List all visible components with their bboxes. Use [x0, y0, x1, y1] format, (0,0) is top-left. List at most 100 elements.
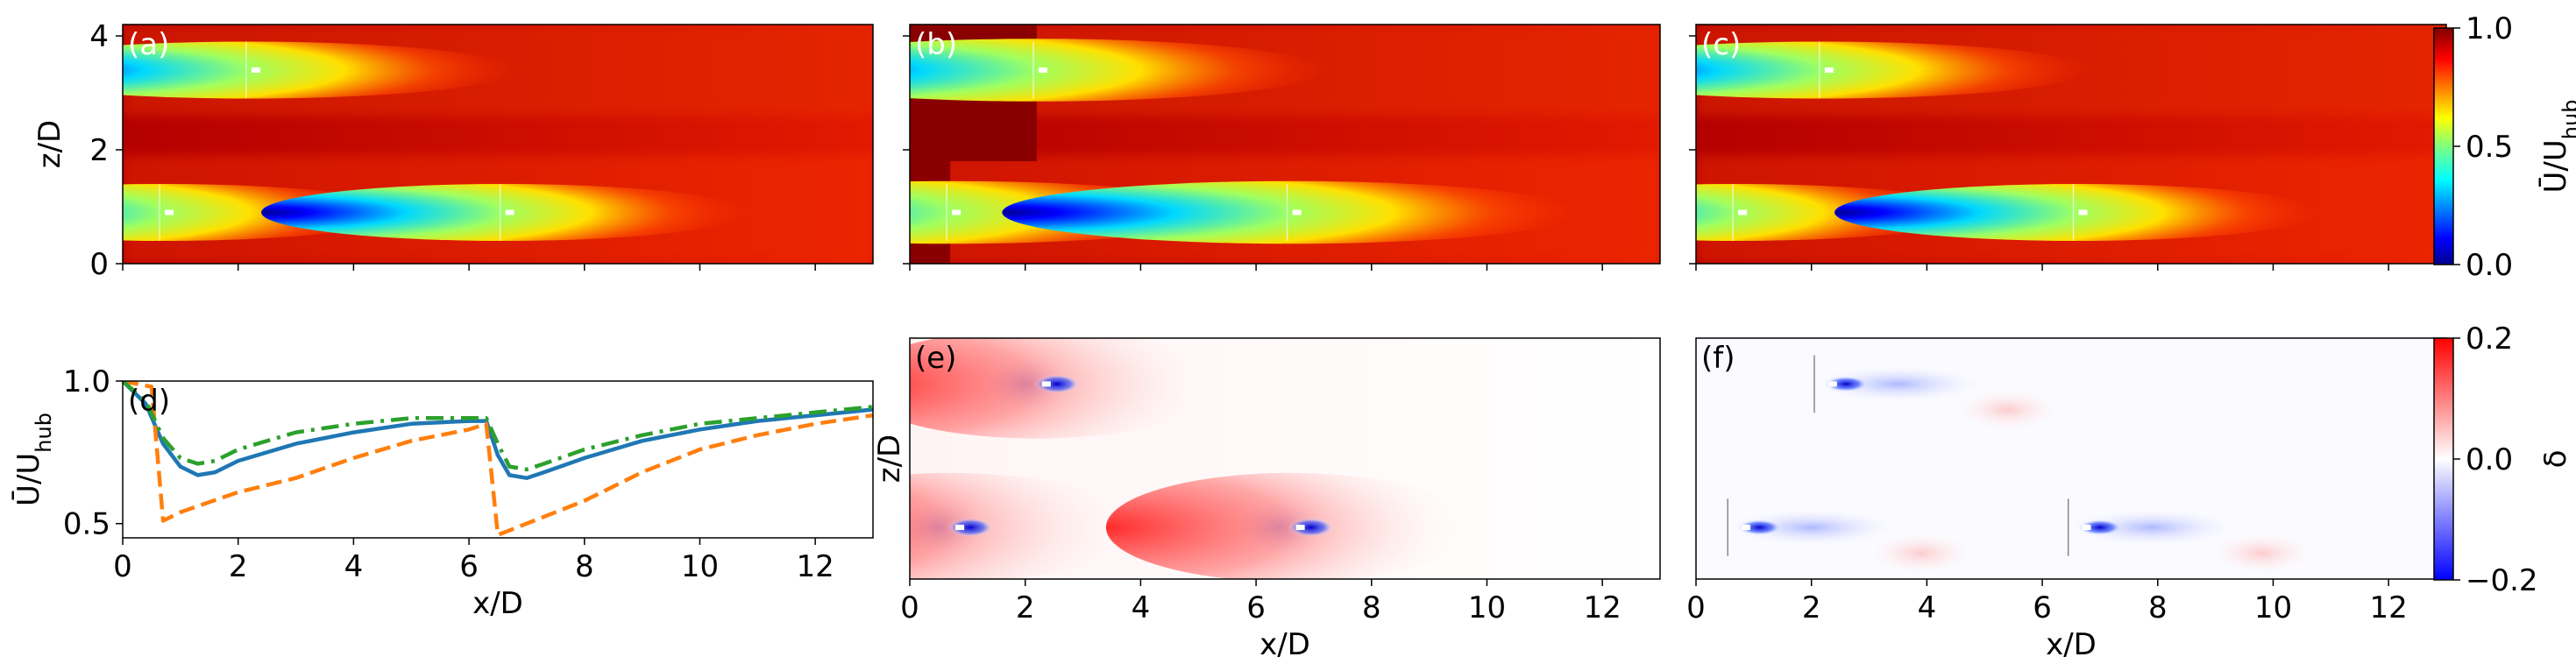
x-tick-label-10: 10	[1468, 590, 1506, 625]
axis-xlabel-d: x/D	[472, 586, 523, 621]
nacelle-0	[1827, 381, 1837, 387]
wake-0	[910, 39, 1325, 102]
series-line-2	[123, 381, 873, 472]
panel-label-f: (f)	[1701, 341, 1735, 376]
panel-a: (a) 4 2 0 z/D	[32, 19, 874, 282]
colorbar-tick-label-0: 0.2	[2466, 321, 2513, 357]
colorbar-tick-label-0: 1.0	[2466, 11, 2513, 46]
nacelle-2	[1295, 525, 1305, 531]
colorbar-label-sub: hub	[2558, 100, 2576, 140]
wake-2	[1002, 180, 1579, 244]
wake-core-0	[1033, 374, 1081, 394]
ylabel-sub: hub	[32, 413, 56, 453]
x-tick-label-12: 12	[797, 549, 834, 584]
wake-core-1	[1737, 519, 1782, 536]
x-tick-label-4: 4	[344, 549, 364, 584]
x-tick-label-2: 2	[1802, 590, 1821, 625]
field-a	[123, 25, 873, 264]
colorbar-delta: 0.2 0.0 −0.2 δ	[2433, 321, 2573, 598]
x-tick-label-10: 10	[681, 549, 719, 584]
nacelle-2	[1292, 209, 1302, 215]
panel-c: (c)	[1689, 24, 2447, 271]
panel-e: (e) 0 2 4 6 8 10 12 z/D x/D	[872, 337, 1661, 662]
panel-label-a: (a)	[128, 27, 169, 62]
field-f	[1696, 338, 2446, 579]
axis-ylabel-a: z/D	[32, 120, 67, 168]
z-tick-label-4: 4	[89, 19, 109, 54]
nacelle-1	[165, 209, 174, 215]
colorbar-tick-label-2: 0.0	[2466, 248, 2513, 283]
wake-deficit-0	[1806, 364, 1991, 405]
nacelle-2	[2078, 209, 2088, 215]
colorbar-tick-label-1: 0.0	[2466, 442, 2513, 477]
wake-deficit-2	[2059, 507, 2245, 547]
colorbar-gradient	[2433, 337, 2454, 581]
x-tick-label-2: 2	[229, 549, 248, 584]
axis-ylabel-d: Ū/Uhub	[11, 413, 56, 506]
nacelle-1	[952, 209, 962, 215]
colorbar-tick-label-1: 0.5	[2466, 130, 2513, 165]
z-tick-label-0: 0	[89, 247, 109, 282]
wake-0	[123, 41, 515, 99]
panel-frame	[122, 24, 874, 265]
wake-excess-0	[1949, 386, 2066, 434]
x-tick-label-4: 4	[1132, 590, 1151, 625]
x-tick-label-10: 10	[2254, 590, 2292, 625]
axis-xlabel-e: x/D	[1260, 627, 1310, 662]
wake-2	[261, 184, 747, 241]
x-tick-label-12: 12	[2370, 590, 2408, 625]
nacelle-0	[1038, 67, 1047, 73]
z-tick-label-2: 2	[89, 133, 109, 168]
series-line-1	[123, 381, 873, 537]
wake-2	[1834, 184, 2320, 241]
field-e	[910, 338, 1660, 579]
wake-excess-1	[910, 472, 1135, 579]
panel-label-d: (d)	[128, 384, 170, 419]
nacelle-0	[1824, 67, 1834, 73]
panel-label-e: (e)	[915, 341, 956, 376]
panel-d: 0 2 4 6 8 10 12 1.0 0.5 (d) x/D Ū/Uhub	[11, 364, 874, 621]
x-tick-label-8: 8	[2148, 590, 2168, 625]
series-line-0	[123, 381, 873, 480]
nacelle-2	[505, 209, 514, 215]
wake-core-1	[947, 517, 994, 538]
field-c	[1696, 25, 2446, 264]
x-tick-label-6: 6	[459, 549, 479, 584]
wake-deficit-1	[1719, 507, 1905, 547]
colorbar-gradient	[2433, 27, 2454, 265]
wake-0	[1696, 41, 2089, 99]
x-tick-label-6: 6	[2033, 590, 2052, 625]
wake-core-2	[1288, 517, 1334, 538]
axis-ylabel-e: z/D	[872, 434, 907, 483]
x-tick-label-12: 12	[1584, 590, 1622, 625]
colorbar-label-delta: δ	[2538, 450, 2573, 469]
panel-label-b: (b)	[915, 27, 957, 62]
y-tick-label-1.0: 1.0	[63, 364, 110, 399]
nacelle-0	[251, 67, 260, 73]
panel-label-c: (c)	[1701, 27, 1741, 62]
nacelle-1	[955, 525, 965, 531]
nacelle-1	[1738, 209, 1748, 215]
panel-b: (b)	[903, 24, 1661, 271]
panel-f: (f) 0 2 4 6 8 10 12 x/D	[1686, 337, 2447, 662]
y-tick-label-0.5: 0.5	[63, 507, 110, 542]
colorbar-label-U: Ū/Uhub	[2538, 100, 2576, 194]
nacelle-2	[2082, 525, 2091, 531]
colorbar-tick-label-2: −0.2	[2466, 563, 2538, 598]
x-tick-label-0: 0	[900, 590, 919, 625]
panel-frame	[909, 337, 1661, 580]
wake-excess-2	[2203, 530, 2320, 576]
colorbar-label-main: Ū/U	[2538, 139, 2573, 193]
x-tick-label-0: 0	[113, 549, 132, 584]
x-tick-label-6: 6	[1246, 590, 1266, 625]
ylabel-main: Ū/U	[11, 453, 46, 506]
nacelle-0	[1041, 381, 1051, 387]
wake-excess-1	[1863, 530, 1979, 576]
colorbar-label-main: δ	[2538, 450, 2573, 469]
panel-frame	[122, 380, 874, 539]
nacelle-1	[1742, 525, 1751, 531]
x-tick-label-8: 8	[575, 549, 594, 584]
field-b	[910, 25, 1660, 264]
x-tick-label-2: 2	[1016, 590, 1035, 625]
